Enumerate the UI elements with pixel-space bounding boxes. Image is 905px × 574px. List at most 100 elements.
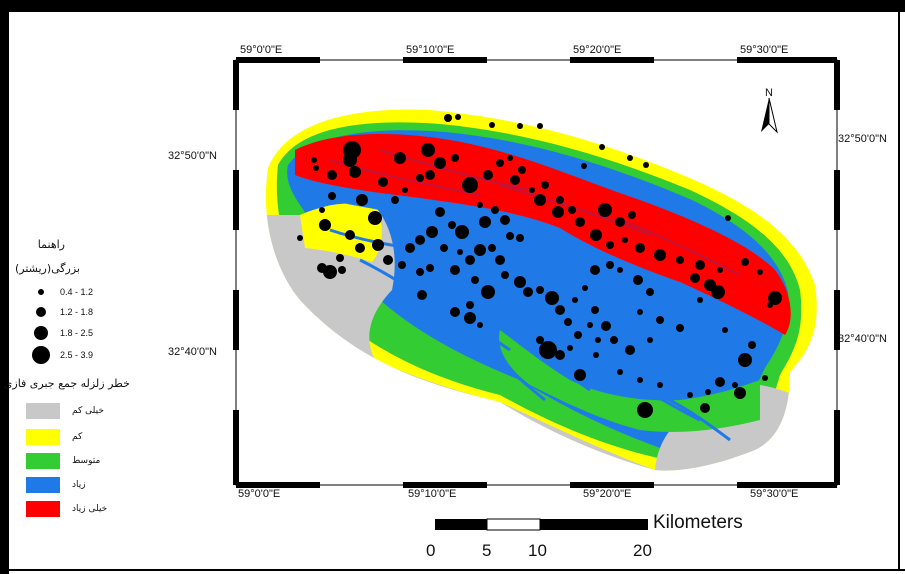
- epicenter-point: [523, 287, 533, 297]
- epicenter-point: [425, 170, 435, 180]
- epicenter-point: [297, 235, 303, 241]
- lon-label-bottom: 59°30'0"E: [750, 488, 799, 500]
- scale-unit-label: Kilometers: [653, 512, 743, 533]
- legend-swatch: [26, 453, 60, 469]
- epicenter-point: [496, 159, 504, 167]
- epicenter-point: [450, 265, 460, 275]
- frame-bar: [570, 57, 654, 63]
- epicenter-point: [676, 324, 684, 332]
- hazard-streak: [599, 358, 701, 422]
- epicenter-point: [617, 369, 623, 375]
- legend-swatch: [26, 477, 60, 493]
- epicenter-point: [556, 196, 564, 204]
- epicenter-point: [567, 345, 573, 351]
- epicenter-point: [574, 331, 582, 339]
- epicenter-point: [391, 196, 399, 204]
- legend-size-item: 0.4 - 1.2: [30, 283, 93, 301]
- epicenter-point: [345, 230, 355, 240]
- epicenter-point: [564, 318, 572, 326]
- epicenter-dot-icon: [36, 307, 46, 317]
- epicenter-point: [572, 297, 578, 303]
- epicenter-point: [464, 312, 476, 324]
- epicenter-point: [417, 290, 427, 300]
- epicenter-point: [637, 377, 643, 383]
- epicenter-dot-icon: [38, 289, 44, 295]
- epicenter-point: [483, 170, 493, 180]
- epicenter-point: [606, 261, 614, 269]
- epicenter-point: [488, 244, 496, 252]
- frame-bar: [737, 482, 837, 488]
- lat-label-left: 32°40'0"N: [168, 346, 217, 358]
- lon-label-bottom: 59°10'0"E: [408, 488, 457, 500]
- epicenter-point: [582, 285, 588, 291]
- epicenter-point: [440, 244, 448, 252]
- epicenter-point: [717, 267, 723, 273]
- epicenter-point: [545, 291, 559, 305]
- epicenter-point: [416, 174, 424, 182]
- epicenter-dot-icon: [32, 346, 50, 364]
- epicenter-point: [338, 266, 346, 274]
- epicenter-point: [601, 321, 611, 331]
- epicenter-point: [327, 170, 337, 180]
- epicenter-point: [762, 375, 768, 381]
- epicenter-point: [405, 243, 415, 253]
- epicenter-point: [537, 123, 543, 129]
- lat-label-right: 32°50'0"N: [838, 133, 887, 145]
- epicenter-point: [676, 256, 684, 264]
- legend-size-item: 2.5 - 3.9: [30, 346, 93, 364]
- epicenter-point: [690, 273, 700, 283]
- epicenter-point: [599, 144, 605, 150]
- hazard-streak: [399, 248, 591, 392]
- epicenter-point: [477, 322, 483, 328]
- lon-label-top: 59°0'0"E: [240, 44, 283, 56]
- epicenter-point: [529, 187, 535, 193]
- hazard-streak: [439, 243, 641, 382]
- hazard-streak: [619, 219, 741, 276]
- zone-very-high: [295, 134, 791, 335]
- lat-label-right: 32°40'0"N: [838, 333, 887, 345]
- scale-tick-label: 10: [528, 541, 547, 560]
- epicenter-point: [768, 291, 782, 305]
- epicenter-point: [434, 157, 446, 169]
- legend-swatch: [26, 403, 60, 419]
- epicenter-point: [517, 123, 523, 129]
- frame-bar: [233, 60, 239, 110]
- epicenter-point: [734, 387, 746, 399]
- scale-bar-segment: [435, 519, 487, 530]
- legend-hazard-item: کم: [26, 428, 82, 446]
- epicenter-dot-icon: [34, 326, 48, 340]
- epicenter-point: [506, 232, 514, 240]
- north-arrow-icon: [761, 97, 778, 134]
- epicenter-point: [552, 206, 564, 218]
- epicenter-point: [343, 153, 357, 167]
- frame-bar: [570, 482, 654, 488]
- scale-tick-label: 5: [482, 541, 492, 560]
- legend-hazard-item: زیاد: [26, 476, 86, 494]
- epicenter-point: [421, 143, 435, 157]
- epicenter-point: [598, 203, 612, 217]
- epicenter-point: [471, 276, 479, 284]
- epicenter-point: [481, 285, 495, 299]
- epicenter-point: [426, 226, 438, 238]
- frame-bar: [834, 170, 840, 230]
- frame-bar: [236, 482, 320, 488]
- lon-label-top: 59°10'0"E: [406, 44, 455, 56]
- epicenter-point: [539, 341, 557, 359]
- epicenter-point: [568, 206, 576, 214]
- epicenter-point: [313, 165, 319, 171]
- scale-bar-segment: [486, 518, 541, 531]
- epicenter-point: [757, 269, 763, 275]
- hazard-streak: [299, 188, 391, 212]
- scale-tick-label: 0: [426, 541, 436, 560]
- epicenter-point: [491, 206, 499, 214]
- epicenter-point: [500, 215, 510, 225]
- lon-label-bottom: 59°0'0"E: [238, 488, 281, 500]
- epicenter-point: [587, 322, 593, 328]
- epicenter-point: [451, 154, 459, 162]
- epicenter-point: [394, 152, 406, 164]
- epicenter-point: [687, 392, 693, 398]
- epicenter-point: [372, 239, 384, 251]
- lon-label-top: 59°30'0"E: [740, 44, 789, 56]
- legend-title: راهنما: [37, 238, 65, 251]
- epicenter-point: [465, 255, 475, 265]
